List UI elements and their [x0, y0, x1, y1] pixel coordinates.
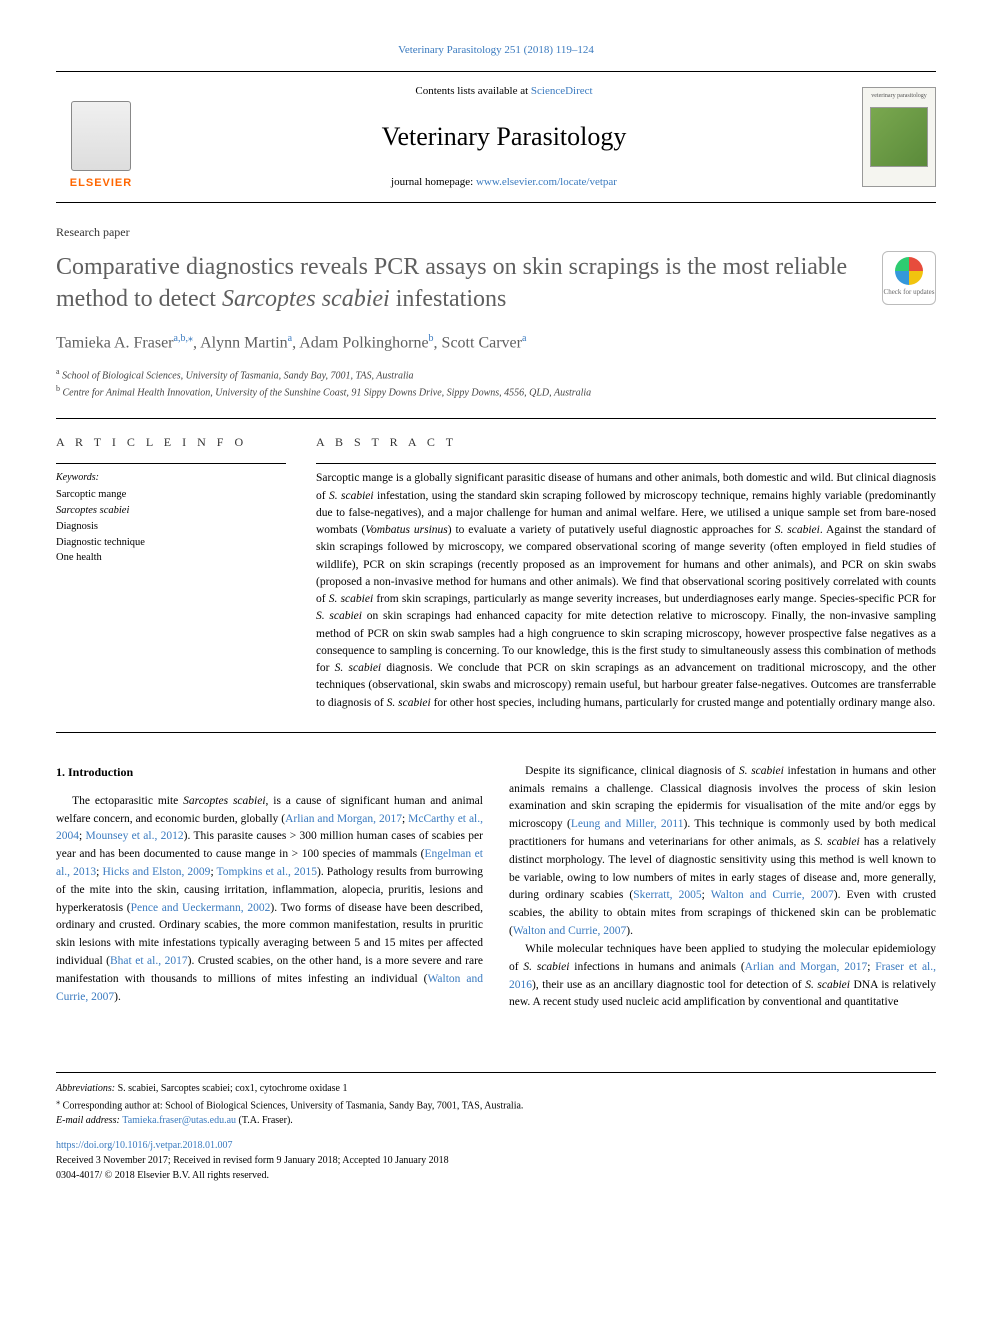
abbrev-text: S. scabiei, Sarcoptes scabiei; cox1, cyt… — [115, 1083, 347, 1094]
elsevier-logo: ELSEVIER — [56, 82, 146, 192]
sciencedirect-link[interactable]: ScienceDirect — [531, 85, 593, 97]
title-italic: Sarcoptes scabiei — [222, 286, 390, 312]
contents-label: Contents lists available at — [415, 85, 530, 97]
citation-link[interactable]: Bhat et al., 2017 — [110, 955, 188, 967]
abstract-heading: A B S T R A C T — [316, 433, 936, 451]
keyword-0: Sarcoptic mange — [56, 487, 286, 503]
citation-link[interactable]: Fraser et al., 2016 — [509, 961, 936, 991]
title-post: infestations — [390, 286, 507, 312]
aff-link-a[interactable]: a — [288, 333, 292, 344]
journal-cover-thumbnail: veterinary parasitology — [862, 87, 936, 187]
column-right: Despite its significance, clinical diagn… — [509, 763, 936, 1012]
corr-text: Corresponding author at: School of Biolo… — [60, 1100, 523, 1111]
journal-homepage: journal homepage: www.elsevier.com/locat… — [146, 174, 862, 191]
author-1: Tamieka A. Fraser — [56, 335, 174, 352]
doi: https://doi.org/10.1016/j.vetpar.2018.01… — [56, 1138, 936, 1153]
received-line: Received 3 November 2017; Received in re… — [56, 1153, 936, 1168]
page: Veterinary Parasitology 251 (2018) 119–1… — [0, 0, 992, 1213]
abbrev-label: Abbreviations: — [56, 1083, 115, 1094]
keyword-4: One health — [56, 550, 286, 566]
masthead-center: Contents lists available at ScienceDirec… — [146, 83, 862, 191]
footer: Abbreviations: S. scabiei, Sarcoptes sca… — [56, 1072, 936, 1183]
affiliation-a: a School of Biological Sciences, Univers… — [56, 366, 936, 383]
email: E-mail address: Tamieka.fraser@utas.edu.… — [56, 1113, 936, 1128]
contents-available: Contents lists available at ScienceDirec… — [146, 83, 862, 100]
citation-link[interactable]: Tompkins et al., 2015 — [217, 866, 317, 878]
column-left: 1. Introduction The ectoparasitic mite S… — [56, 763, 483, 1012]
citation-link[interactable]: Pence and Ueckermann, 2002 — [131, 902, 271, 914]
affiliation-a-text: School of Biological Sciences, Universit… — [62, 370, 413, 381]
affiliation-b: b Centre for Animal Health Innovation, U… — [56, 383, 936, 400]
title-row: Comparative diagnostics reveals PCR assa… — [56, 251, 936, 316]
crossmark-label: Check for updates — [884, 287, 935, 298]
author-2: Alynn Martin — [200, 335, 288, 352]
article-info-heading: A R T I C L E I N F O — [56, 433, 286, 451]
citation-link[interactable]: Walton and Currie, 2007 — [56, 973, 483, 1003]
article-info: A R T I C L E I N F O Keywords: Sarcopti… — [56, 433, 286, 712]
masthead: ELSEVIER Contents lists available at Sci… — [56, 71, 936, 203]
info-abstract-row: A R T I C L E I N F O Keywords: Sarcopti… — [56, 433, 936, 712]
copyright-line: 0304-4017/ © 2018 Elsevier B.V. All righ… — [56, 1168, 936, 1183]
corresponding-author: ⁎ Corresponding author at: School of Bio… — [56, 1096, 936, 1113]
affiliations: a School of Biological Sciences, Univers… — [56, 366, 936, 401]
journal-reference: Veterinary Parasitology 251 (2018) 119–1… — [56, 40, 936, 59]
divider — [56, 418, 936, 419]
keyword-1-text: Sarcoptes scabiei — [56, 505, 129, 516]
keyword-3: Diagnostic technique — [56, 535, 286, 551]
article-title: Comparative diagnostics reveals PCR assa… — [56, 251, 862, 316]
aff-link-b[interactable]: b — [429, 333, 434, 344]
journal-cover-title: veterinary parasitology — [871, 92, 926, 101]
intro-heading: 1. Introduction — [56, 763, 483, 781]
keyword-1: Sarcoptes scabiei — [56, 503, 286, 519]
body-columns: 1. Introduction The ectoparasitic mite S… — [56, 763, 936, 1012]
crossmark-badge[interactable]: Check for updates — [882, 251, 936, 305]
article-type: Research paper — [56, 223, 936, 241]
citation-link[interactable]: Skerratt, 2005 — [633, 889, 701, 901]
homepage-label: journal homepage: — [391, 176, 476, 188]
divider-2 — [56, 732, 936, 733]
keywords-label: Keywords: — [56, 463, 286, 485]
author-4: Scott Carver — [442, 335, 522, 352]
citation-link[interactable]: Arlian and Morgan, 2017 — [285, 813, 402, 825]
elsevier-tree-icon — [71, 101, 131, 171]
email-label: E-mail address: — [56, 1115, 122, 1126]
email-post: (T.A. Fraser). — [236, 1115, 293, 1126]
intro-para-1: The ectoparasitic mite Sarcoptes scabiei… — [56, 793, 483, 1007]
journal-title: Veterinary Parasitology — [146, 117, 862, 156]
citation-link[interactable]: Arlian and Morgan, 2017 — [745, 961, 868, 973]
abbreviations: Abbreviations: S. scabiei, Sarcoptes sca… — [56, 1081, 936, 1096]
journal-reference-link[interactable]: Veterinary Parasitology 251 (2018) 119–1… — [398, 44, 594, 56]
homepage-link[interactable]: www.elsevier.com/locate/vetpar — [476, 176, 617, 188]
citation-link[interactable]: Mounsey et al., 2012 — [86, 830, 184, 842]
keyword-2: Diagnosis — [56, 519, 286, 535]
intro-para-3: While molecular techniques have been app… — [509, 941, 936, 1012]
citation-link[interactable]: Walton and Currie, 2007 — [711, 889, 834, 901]
corr-link[interactable]: ⁎ — [188, 333, 193, 344]
doi-link[interactable]: https://doi.org/10.1016/j.vetpar.2018.01… — [56, 1140, 232, 1151]
citation-link[interactable]: Leung and Miller, 2011 — [571, 818, 684, 830]
author-3: Adam Polkinghorne — [299, 335, 428, 352]
abstract: A B S T R A C T Sarcoptic mange is a glo… — [316, 433, 936, 712]
aff-link-ab[interactable]: a,b, — [174, 333, 188, 344]
email-link[interactable]: Tamieka.fraser@utas.edu.au — [122, 1115, 236, 1126]
crossmark-icon — [895, 257, 923, 285]
elsevier-wordmark: ELSEVIER — [70, 175, 132, 192]
authors: Tamieka A. Frasera,b,⁎, Alynn Martina, A… — [56, 331, 936, 355]
abstract-text: Sarcoptic mange is a globally significan… — [316, 463, 936, 712]
aff-link-a2[interactable]: a — [522, 333, 526, 344]
intro-para-2: Despite its significance, clinical diagn… — [509, 763, 936, 941]
citation-link[interactable]: Walton and Currie, 2007 — [513, 925, 626, 937]
journal-cover-image — [870, 107, 928, 167]
citation-link[interactable]: Hicks and Elston, 2009 — [102, 866, 210, 878]
affiliation-b-text: Centre for Animal Health Innovation, Uni… — [63, 387, 592, 398]
